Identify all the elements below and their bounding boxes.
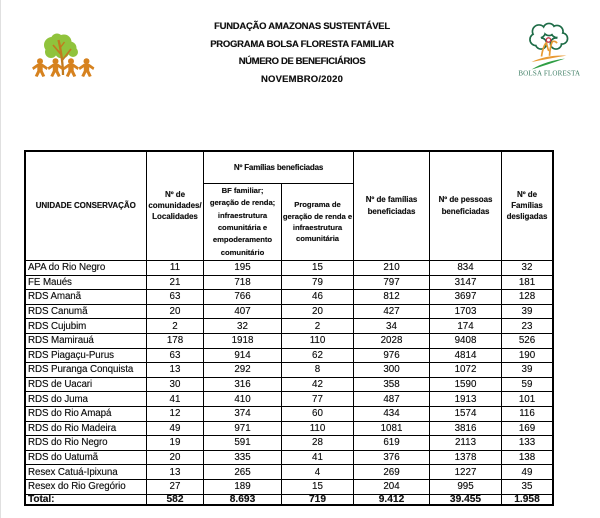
svg-text:BOLSA FLORESTA: BOLSA FLORESTA bbox=[518, 70, 580, 78]
